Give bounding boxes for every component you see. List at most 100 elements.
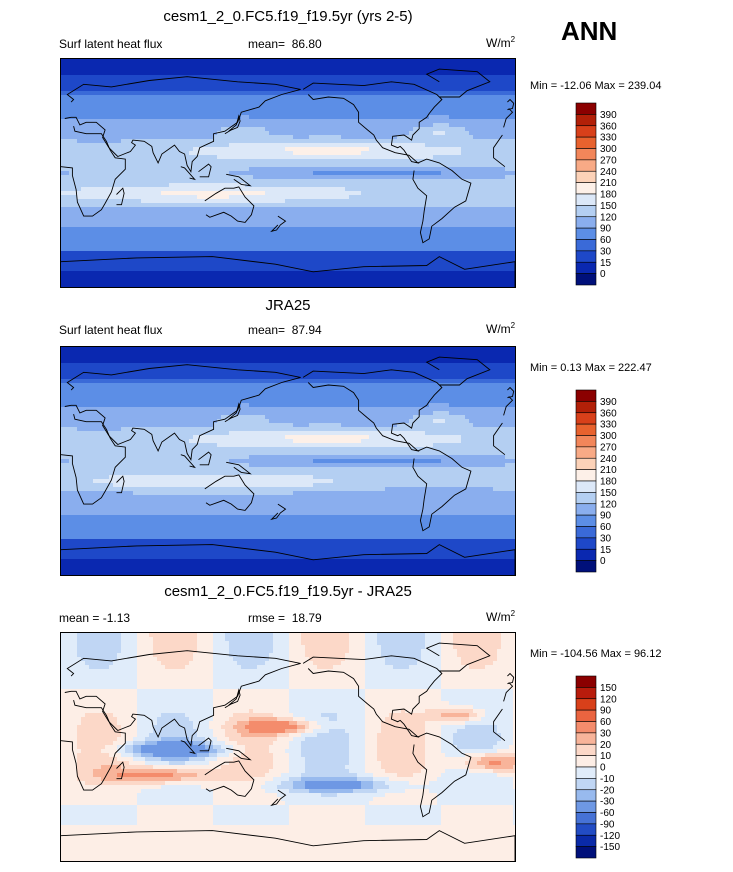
- panel2-coast-borneo: [198, 451, 212, 466]
- panel1-coast-japan: [224, 114, 241, 135]
- panel1-mean-label: mean=: [248, 37, 286, 51]
- panel1-colorbar-tick: 270: [600, 155, 617, 166]
- panel1-colorbar-tick: 360: [600, 121, 617, 132]
- panel1-colorbar-box: [575, 159, 597, 172]
- panel1-coast-antarctica: [61, 256, 515, 287]
- panel2-coast-europe-asia: [503, 396, 514, 416]
- panel2-colorbar-tick: 210: [600, 465, 617, 476]
- panel3-coast-africa: [61, 699, 126, 791]
- panel2-colorbar-tick: 300: [600, 431, 617, 442]
- panel2-coast-new-zealand: [270, 503, 287, 521]
- panel1-map-svg: [61, 59, 515, 287]
- panel1-coast-uk: [507, 98, 515, 111]
- panel3-coastlines: [61, 642, 515, 861]
- panel2-variable-label: Surf latent heat flux: [59, 323, 163, 337]
- panel2-colorbar-box: [575, 412, 597, 425]
- panel1-mean-stat: mean= 86.80: [248, 37, 322, 51]
- panel3-colorbar-tick: 60: [600, 717, 612, 728]
- panel2-coast-australia: [204, 474, 255, 511]
- panel1-coast-madagascar: [116, 187, 125, 206]
- panel1-coast-new-guinea: [226, 173, 252, 187]
- panel1-coast-sumatra: [180, 166, 196, 181]
- panel3-coast-madagascar: [116, 761, 125, 780]
- panel2-colorbar-tick: 180: [600, 477, 617, 488]
- panel2-coast-new-guinea: [226, 461, 252, 475]
- panel1-colorbar-box: [575, 125, 597, 138]
- panel2-coast-greenland: [425, 356, 491, 386]
- panel3-coast-new-guinea: [226, 747, 252, 761]
- panel2-coast-antarctica: [61, 544, 515, 575]
- panel2-colorbar-tick: 90: [600, 511, 612, 522]
- panel3-colorbar-tick: -120: [600, 831, 620, 842]
- panel3-coast-africa: [493, 708, 506, 742]
- panel3-colorbar-tick: -150: [600, 842, 620, 853]
- panel3-colorbar-tick: 150: [600, 683, 617, 694]
- panel1-colorbar-box: [575, 250, 597, 263]
- panel3-coast-greenland: [425, 642, 491, 672]
- panel3-coast-japan: [224, 688, 241, 709]
- panel2-colorbar-box: [575, 446, 597, 459]
- panel3-rmse-value: 18.79: [291, 611, 322, 625]
- panel1-title: cesm1_2_0.FC5.f19_f19.5yr (yrs 2-5): [163, 8, 413, 25]
- panel3-minmax: Min = -104.56 Max = 96.12: [530, 648, 662, 660]
- panel2-coast-sumatra: [180, 454, 196, 469]
- panel2-colorbar: 390 360 330 300 270 240 210 180 150 120 90 60 30 15 0: [575, 389, 636, 573]
- panel2-colorbar-tick: 120: [600, 499, 617, 510]
- panel2-colorbar-tick: 30: [600, 533, 612, 544]
- panel1-colorbar-box: [575, 114, 597, 127]
- panel2-title: JRA25: [265, 297, 311, 314]
- panel1-colorbar: 390 360 330 300 270 240 210 180 150 120 90 60 30 15 0: [575, 102, 636, 286]
- panel1-coast-africa: [61, 125, 126, 217]
- panel3-map-svg: [61, 633, 515, 861]
- panel2-colorbar-box: [575, 480, 597, 493]
- panel3-colorbar-box: [575, 743, 597, 756]
- panel1-coast-north-america: [302, 81, 443, 164]
- panel2-colorbar-tick: 150: [600, 488, 617, 499]
- panel2-coast-south-america: [412, 446, 472, 532]
- panel3-colorbar-box: [575, 789, 597, 802]
- panel2-coastlines: [61, 356, 515, 575]
- panel2-field: [61, 347, 515, 575]
- panel2-colorbar-tick: 0: [600, 556, 606, 567]
- panel1-colorbar-box: [575, 239, 597, 252]
- panel2-colorbar-box: [575, 469, 597, 482]
- panel1-colorbar-box: [575, 182, 597, 195]
- panel3-colorbar-box: [575, 800, 597, 813]
- panel2-colorbar-tick: 360: [600, 408, 617, 419]
- panel3-coast-uk: [507, 672, 515, 685]
- panel2-colorbar-tick: 15: [600, 545, 612, 556]
- panel1-units: W/m2: [486, 35, 516, 50]
- panel3-coast-south-america: [412, 732, 472, 818]
- panel3-coast-europe-asia: [64, 650, 301, 748]
- panel2-coast-madagascar: [116, 475, 125, 494]
- panel1-colorbar-tick: 15: [600, 258, 612, 269]
- panel1-colorbar-tick: 90: [600, 224, 612, 235]
- panel1-coast-australia: [204, 186, 255, 223]
- panel1-coast-borneo: [198, 163, 212, 178]
- panel1-colorbar-tick: 0: [600, 269, 606, 280]
- panel1-mean-value: 86.80: [291, 37, 322, 51]
- panel1-field: [61, 59, 515, 287]
- panel1-colorbar-tick: 390: [600, 110, 617, 121]
- panel1-coast-europe-asia: [64, 76, 301, 174]
- panel2-mean-stat: mean= 87.94: [248, 323, 322, 337]
- panel3-colorbar-tick: -90: [600, 819, 615, 830]
- panel2-mean-value: 87.94: [291, 323, 322, 337]
- panel3-colorbar-tick: 10: [600, 751, 612, 762]
- panel2-colorbar-box: [575, 457, 597, 470]
- panel1-colorbar-box: [575, 205, 597, 218]
- panel1-colorbar-box: [575, 261, 597, 274]
- panel2-map-svg: [61, 347, 515, 575]
- panel1-coast-africa: [493, 134, 506, 168]
- panel2-colorbar-box: [575, 401, 597, 414]
- panel2-coast-north-america: [302, 369, 443, 452]
- panel1-colorbar-tick: 300: [600, 144, 617, 155]
- panel3-coast-new-zealand: [270, 789, 287, 807]
- panel2-coast-uk: [507, 386, 515, 399]
- panel2-coast-japan: [224, 402, 241, 423]
- panel3-coast-sumatra: [180, 740, 196, 755]
- panel1-colorbar-tick: 330: [600, 133, 617, 144]
- panel3-colorbar-box: [575, 709, 597, 722]
